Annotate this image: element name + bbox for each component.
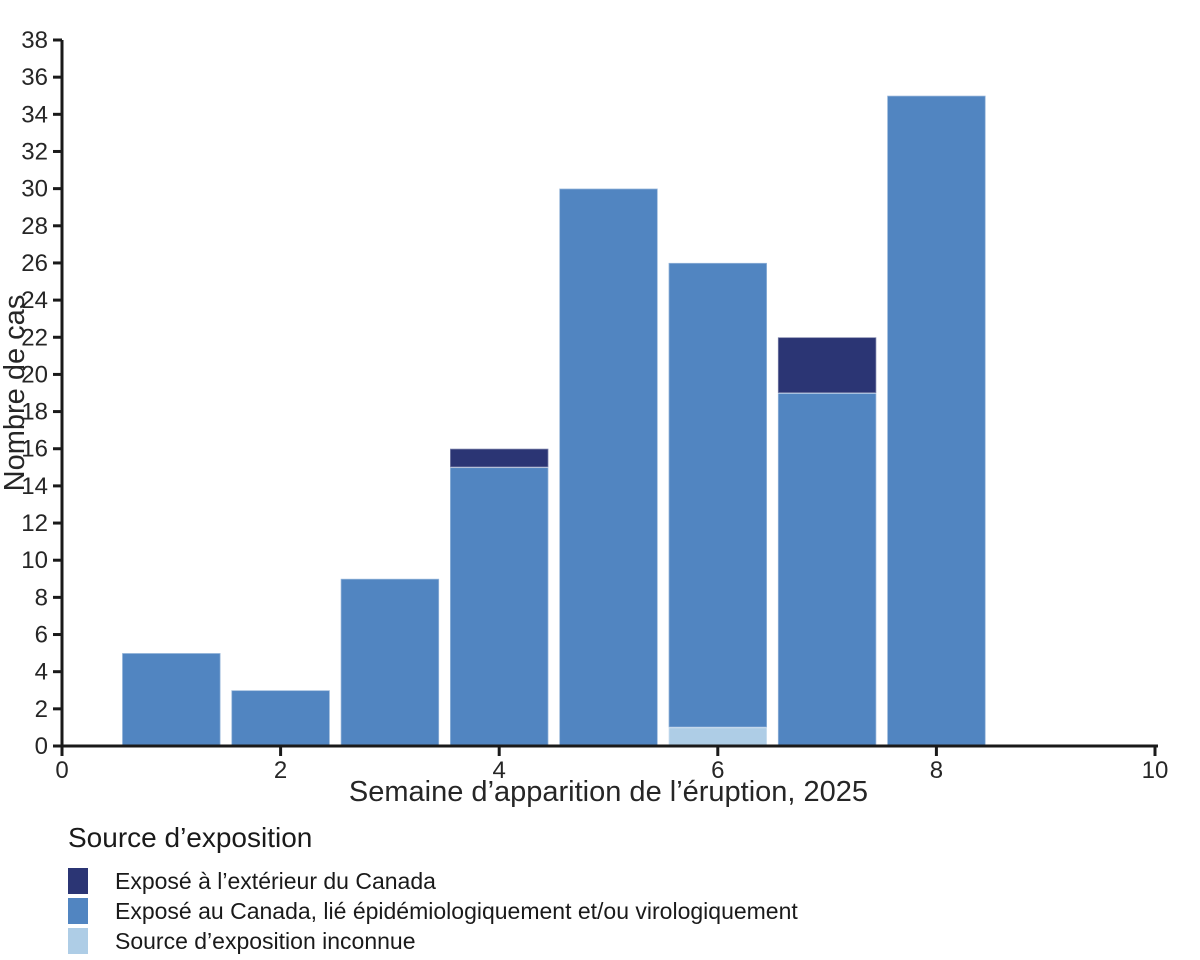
bar-segment (667, 726, 768, 747)
legend-swatch (68, 928, 88, 954)
y-tick-label: 2 (35, 696, 48, 723)
x-axis-title: Semaine d’apparition de l’éruption, 2025 (349, 776, 868, 808)
legend-swatch (68, 868, 88, 894)
bar-segment (777, 336, 878, 394)
x-tick-label: 8 (930, 757, 943, 784)
y-tick-label: 12 (21, 510, 48, 537)
bar-segment (230, 689, 331, 747)
bar-segment (449, 447, 550, 469)
x-tick-label: 6 (711, 757, 724, 784)
legend-item: Exposé au Canada, lié épidémiologiquemen… (68, 896, 798, 926)
y-tick-label: 18 (21, 399, 48, 426)
legend-title: Source d’exposition (68, 822, 313, 853)
y-tick-label: 0 (35, 733, 48, 760)
bar-segment (777, 392, 878, 747)
y-tick-label: 4 (35, 659, 48, 686)
y-tick-label: 24 (21, 287, 48, 314)
y-axis-title: Nombre de cas (0, 295, 31, 492)
bar-segment (886, 94, 987, 747)
y-tick-label: 6 (35, 622, 48, 649)
bar-segment (667, 262, 768, 729)
y-tick-label: 16 (21, 436, 48, 463)
bar-segment (449, 466, 550, 747)
y-tick-label: 28 (21, 213, 48, 240)
y-tick-label: 38 (21, 27, 48, 54)
y-tick-label: 26 (21, 250, 48, 277)
legend-item: Source d’exposition inconnue (68, 926, 798, 956)
legend-item-label: Exposé au Canada, lié épidémiologiquemen… (115, 897, 798, 924)
x-tick-label: 0 (55, 757, 68, 784)
legend-swatch (68, 898, 88, 924)
bar-segment (558, 187, 659, 747)
y-tick-label: 36 (21, 64, 48, 91)
y-tick-label: 30 (21, 176, 48, 203)
legend-item-label: Source d’exposition inconnue (115, 927, 416, 954)
x-tick-label: 4 (493, 757, 506, 784)
bar-segment (339, 578, 440, 747)
legend-items: Exposé à l’extérieur du Canada Exposé au … (68, 866, 798, 956)
y-tick-label: 10 (21, 547, 48, 574)
legend-item-label: Exposé à l’extérieur du Canada (115, 867, 436, 894)
x-tick-label: 10 (1142, 757, 1169, 784)
y-tick-label: 22 (21, 324, 48, 351)
x-tick-label: 2 (274, 757, 287, 784)
legend-item: Exposé à l’extérieur du Canada (68, 866, 798, 896)
y-tick-label: 32 (21, 138, 48, 165)
legend: Source d’exposition Exposé à l’extérieur… (68, 822, 798, 956)
y-tick-label: 20 (21, 361, 48, 388)
y-tick-label: 14 (21, 473, 48, 500)
y-tick-label: 34 (21, 101, 48, 128)
bar-segment (121, 652, 222, 747)
y-tick-label: 8 (35, 584, 48, 611)
